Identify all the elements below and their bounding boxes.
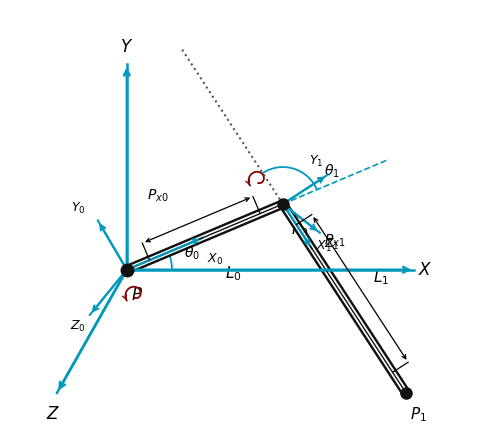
Text: $X_1$: $X_1$ [316,239,332,254]
Text: $L_0$: $L_0$ [226,264,242,283]
Text: $P_0$: $P_0$ [291,220,308,239]
Text: $\theta_1$: $\theta_1$ [324,162,340,180]
Text: $P_1$: $P_1$ [410,405,427,424]
Text: $P_{x0}$: $P_{x0}$ [148,188,169,204]
Text: $Z_1$: $Z_1$ [324,237,340,252]
Text: $L_1$: $L_1$ [373,268,390,287]
Text: $X$: $X$ [418,261,433,279]
Text: $Y_1$: $Y_1$ [309,154,324,169]
Text: $\theta_0$: $\theta_0$ [184,244,200,262]
Text: $Y_0$: $Y_0$ [71,201,86,216]
Text: $Z$: $Z$ [46,405,60,423]
Text: $X_0$: $X_0$ [206,252,222,267]
Text: $Z_0$: $Z_0$ [70,319,86,334]
Text: $P_{x1}$: $P_{x1}$ [324,233,345,250]
Text: $Y$: $Y$ [120,38,134,56]
Text: $P$: $P$ [131,286,143,304]
